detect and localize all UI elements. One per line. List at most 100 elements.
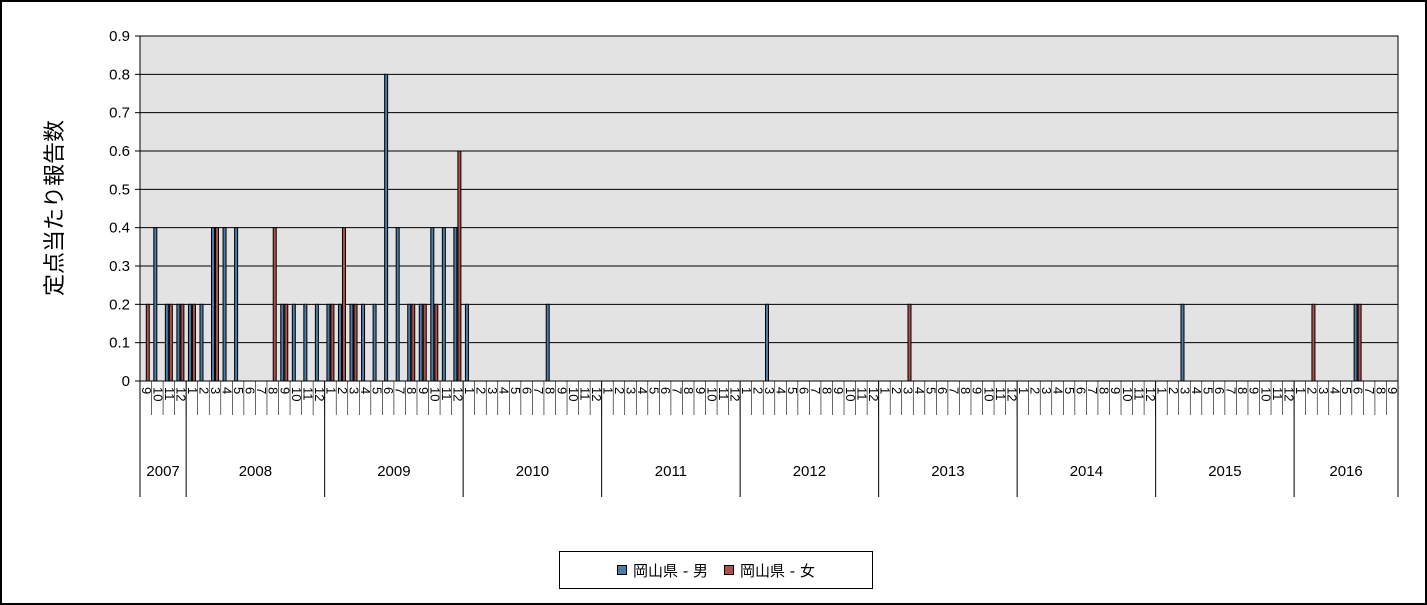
- legend-label-female: 岡山県 - 女: [740, 561, 815, 580]
- bar-female: [145, 303, 150, 382]
- x-month-label: 2: [612, 387, 627, 394]
- bar-female: [341, 227, 346, 382]
- x-year-label: 2013: [931, 463, 964, 480]
- x-month-label: 2: [1027, 387, 1042, 394]
- x-month-label: 9: [554, 387, 569, 394]
- x-month-label: 4: [1328, 387, 1343, 394]
- bar-male: [303, 303, 308, 382]
- bar-male: [187, 303, 192, 382]
- x-month-label: 5: [1339, 387, 1354, 394]
- x-axis: 9101112123456789101112123456789101112123…: [139, 381, 1400, 497]
- x-month-label: 10: [427, 387, 442, 401]
- x-month-label: 2: [1304, 387, 1319, 394]
- bar-female: [284, 303, 289, 382]
- x-month-label: 1: [739, 387, 754, 394]
- bar-male: [384, 73, 389, 382]
- bar-female: [457, 150, 462, 382]
- bar-female: [168, 303, 173, 382]
- bar-male: [337, 303, 342, 382]
- bar-female: [434, 303, 439, 382]
- x-month-label: 2: [196, 387, 211, 394]
- x-month-label: 10: [981, 387, 996, 401]
- x-month-label: 2: [750, 387, 765, 394]
- x-month-label: 12: [450, 387, 465, 401]
- x-month-label: 6: [520, 387, 535, 394]
- y-tick-label: 0.9: [109, 28, 130, 45]
- bar-female: [180, 303, 185, 382]
- bars: [145, 73, 1362, 382]
- x-month-label: 8: [1235, 387, 1250, 394]
- x-month-label: 6: [797, 387, 812, 394]
- legend-swatch-female: [724, 565, 734, 575]
- x-month-label: 12: [727, 387, 742, 401]
- y-tick-label: 0.4: [109, 220, 130, 237]
- x-month-label: 11: [439, 387, 454, 401]
- bar-male: [291, 303, 296, 382]
- bar-male: [464, 303, 469, 382]
- x-month-label: 1: [462, 387, 477, 394]
- x-year-label: 2016: [1329, 463, 1362, 480]
- x-month-label: 10: [566, 387, 581, 401]
- x-month-label: 2: [1166, 387, 1181, 394]
- x-month-label: 3: [762, 387, 777, 394]
- x-year-label: 2015: [1208, 463, 1241, 480]
- x-month-label: 5: [785, 387, 800, 394]
- x-month-label: 4: [1189, 387, 1204, 394]
- x-month-label: 10: [1120, 387, 1135, 401]
- x-month-label: 3: [1316, 387, 1331, 394]
- x-month-label: 7: [393, 387, 408, 394]
- x-month-label: 11: [854, 387, 869, 401]
- x-month-label: 5: [1201, 387, 1216, 394]
- x-month-label: 12: [312, 387, 327, 401]
- x-month-label: 5: [370, 387, 385, 394]
- x-year-label: 2009: [377, 463, 410, 480]
- bar-female: [353, 303, 358, 382]
- x-month-label: 4: [1051, 387, 1066, 394]
- x-month-label: 7: [808, 387, 823, 394]
- x-month-label: 12: [1281, 387, 1296, 401]
- legend-item-male: 岡山県 - 男: [617, 560, 708, 581]
- x-month-label: 2: [473, 387, 488, 394]
- x-month-label: 4: [635, 387, 650, 394]
- x-month-label: 4: [220, 387, 235, 394]
- y-tick-label: 0.3: [109, 258, 130, 275]
- x-month-label: 3: [624, 387, 639, 394]
- x-month-label: 12: [1004, 387, 1019, 401]
- bar-male: [349, 303, 354, 382]
- x-month-label: 6: [1212, 387, 1227, 394]
- bar-male: [234, 227, 239, 382]
- bar-male: [764, 303, 770, 382]
- x-month-label: 9: [277, 387, 292, 394]
- x-year-label: 2007: [146, 463, 179, 480]
- x-month-label: 11: [993, 387, 1008, 401]
- x-month-label: 4: [497, 387, 512, 394]
- bar-male: [280, 303, 285, 382]
- x-month-label: 6: [658, 387, 673, 394]
- x-month-label: 9: [416, 387, 431, 394]
- x-month-label: 6: [243, 387, 258, 394]
- x-month-label: 5: [647, 387, 662, 394]
- x-month-label: 12: [1143, 387, 1158, 401]
- bar-male: [326, 303, 331, 382]
- x-month-label: 10: [1258, 387, 1273, 401]
- x-month-label: 7: [670, 387, 685, 394]
- bar-male: [1180, 303, 1185, 382]
- bar-male: [1353, 303, 1358, 382]
- y-tick-label: 0: [122, 373, 130, 390]
- x-month-label: 5: [1062, 387, 1077, 394]
- bar-male: [211, 227, 216, 382]
- x-month-label: 3: [900, 387, 915, 394]
- legend-swatch-male: [617, 565, 628, 575]
- bar-male: [199, 303, 204, 382]
- x-month-label: 2: [889, 387, 904, 394]
- x-month-label: 7: [254, 387, 269, 394]
- bar-female: [907, 303, 912, 382]
- legend-label-male: 岡山県 - 男: [633, 561, 708, 580]
- x-month-label: 9: [831, 387, 846, 394]
- x-year-label: 2014: [1070, 463, 1103, 480]
- bar-male: [153, 227, 158, 382]
- x-month-label: 1: [1016, 387, 1031, 394]
- y-axis-label: 定点当たり報告数: [43, 120, 68, 296]
- x-month-label: 8: [1374, 387, 1389, 394]
- bar-female: [330, 303, 335, 382]
